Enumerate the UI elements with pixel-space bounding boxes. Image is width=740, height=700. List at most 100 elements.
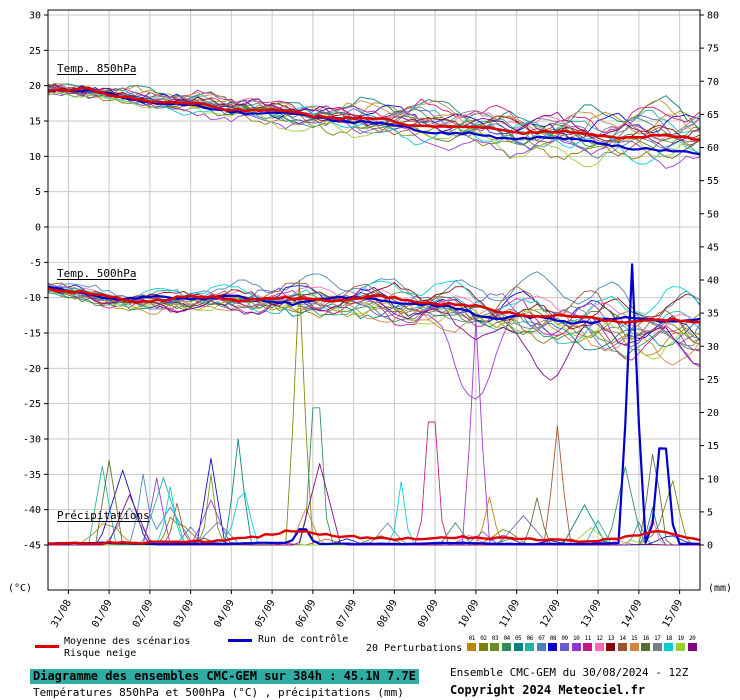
perturbation-number: 03	[491, 635, 499, 642]
perturbation-color	[606, 643, 616, 651]
perturbation-swatch: 08	[547, 635, 559, 651]
ensemble-member-line	[47, 92, 701, 168]
perturbation-swatch: 07	[536, 635, 548, 651]
left-axis-tick-label: -40	[23, 505, 41, 516]
perturbation-color	[629, 643, 639, 651]
ensemble-chart: 302520151050-5-10-15-20-25-30-35-40-4580…	[8, 9, 733, 630]
perturbation-swatch: 14	[617, 635, 629, 651]
ensemble-member-line	[47, 84, 701, 159]
left-axis-tick-label: 5	[35, 187, 41, 198]
perturbation-color	[525, 643, 535, 651]
left-axis-tick-label: 30	[29, 11, 41, 22]
mean-precip	[47, 529, 701, 546]
control-line-swatch	[228, 639, 252, 642]
mean-500	[47, 287, 701, 324]
ensemble-member-line	[47, 287, 701, 351]
perturbation-swatch: 12	[594, 635, 606, 651]
chart-subtitle: Températures 850hPa et 500hPa (°C) , pré…	[33, 686, 404, 699]
left-axis-tick-label: -20	[23, 364, 41, 375]
right-axis-tick-label: 75	[707, 44, 719, 55]
left-axis-tick-label: 0	[35, 223, 41, 234]
right-axis-tick-label: 10	[707, 474, 719, 485]
perturbation-swatch: 17	[652, 635, 664, 651]
perturbation-color	[641, 643, 651, 651]
perturbation-color	[490, 643, 500, 651]
ensemble-member-line	[47, 282, 701, 351]
ensemble-member-line	[47, 271, 701, 323]
mean-legend-text: Moyenne des scénarios Risque neige	[64, 636, 190, 660]
perturbation-swatch: 18	[663, 635, 675, 651]
perturbation-color	[467, 643, 477, 651]
left-axis-tick-label: -25	[23, 399, 41, 410]
perturbation-color	[548, 643, 558, 651]
perturbation-number: 06	[526, 635, 534, 642]
perturbation-color	[652, 643, 662, 651]
right-axis-tick-label: 70	[707, 77, 719, 88]
perturbation-color	[618, 643, 628, 651]
footer: Diagramme des ensembles CMC-GEM sur 384h…	[0, 664, 740, 700]
control-label: Run de contrôle	[258, 634, 349, 645]
perturbation-color	[502, 643, 512, 651]
perturbation-number: 10	[573, 635, 580, 642]
ensemble-member-line	[47, 280, 701, 326]
perturbation-color	[571, 643, 581, 651]
ensemble-member-line	[47, 284, 701, 347]
right-axis-tick-label: 50	[707, 209, 719, 220]
left-axis-tick-label: -45	[23, 541, 41, 552]
perturbation-color	[536, 643, 546, 651]
left-axis-tick-label: -30	[23, 435, 41, 446]
perturbation-number: 05	[515, 635, 522, 642]
legend: Moyenne des scénarios Risque neige Run d…	[0, 630, 740, 664]
footer-right: Ensemble CMC-GEM du 30/08/2024 - 12Z Cop…	[450, 665, 688, 697]
control-run-precip	[47, 263, 701, 546]
right-axis-tick-label: 30	[707, 342, 719, 353]
copyright: Copyright 2024 Meteociel.fr	[450, 683, 646, 697]
perturbation-color	[583, 643, 593, 651]
left-axis-tick-label: 10	[29, 152, 41, 163]
ensemble-mean-lines	[47, 86, 701, 546]
perturbations-label: 20 Perturbations	[366, 643, 463, 654]
perturbation-swatches: 01 02 03 04 05 06 07 08 09 10 11 12 13 14 15 16 17 18 19 20	[466, 635, 698, 651]
perturbation-swatch: 02	[478, 635, 490, 651]
plot-frame	[47, 9, 701, 591]
control-run-500	[47, 285, 701, 325]
perturbation-number: 01	[468, 635, 476, 642]
control-run-lines	[47, 88, 701, 546]
ensemble-member-line	[47, 83, 701, 136]
right-axis-unit: (mm)	[708, 583, 732, 594]
right-axis-tick-label: 55	[707, 176, 719, 187]
perturbation-color	[594, 643, 604, 651]
perturbation-number: 17	[654, 635, 661, 642]
right-axis-tick-label: 0	[707, 541, 713, 552]
right-axis-tick-label: 40	[707, 276, 719, 287]
panel-label: Temp. 500hPa	[57, 267, 136, 280]
snow-risk-label: Risque neige	[64, 648, 137, 659]
perturbation-swatch: 01	[466, 635, 478, 651]
perturbation-swatch: 11	[582, 635, 594, 651]
perturbation-number: 14	[619, 635, 626, 642]
left-axis-tick-label: -35	[23, 470, 41, 481]
perturbation-swatch: 16	[640, 635, 652, 651]
right-axis-tick-label: 80	[707, 11, 719, 22]
right-axis-tick-label: 60	[707, 143, 719, 154]
left-axis-tick-label: 25	[29, 46, 41, 57]
perturbation-swatch: 15	[628, 635, 640, 651]
ensemble-member-line	[47, 282, 701, 345]
perturbation-color	[675, 643, 685, 651]
mean-line-swatch	[35, 645, 59, 648]
perturbation-swatch: 20	[686, 635, 698, 651]
perturbation-swatch: 04	[501, 635, 513, 651]
perturbation-color	[664, 643, 674, 651]
perturbation-color	[687, 643, 697, 651]
left-axis-tick-label: -15	[23, 329, 41, 340]
perturbation-swatch: 09	[559, 635, 571, 651]
perturbation-number: 18	[665, 635, 673, 642]
right-axis-tick-label: 20	[707, 408, 719, 419]
panel-label: Précipitations	[57, 509, 150, 522]
right-axis-tick-label: 65	[707, 110, 719, 121]
left-axis-tick-label: -5	[29, 258, 41, 269]
perturbation-number: 20	[688, 635, 696, 642]
perturbation-number: 07	[538, 635, 545, 642]
perturbation-number: 16	[642, 635, 650, 642]
